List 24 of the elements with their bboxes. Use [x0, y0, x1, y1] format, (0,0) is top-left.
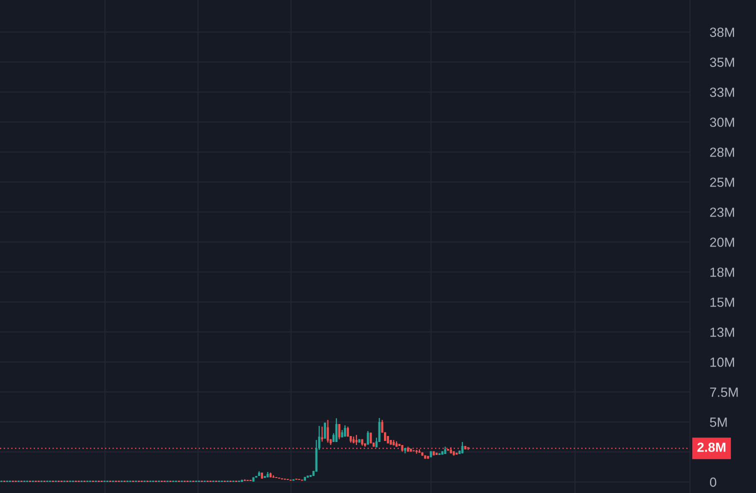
y-tick-label: 20M — [710, 238, 734, 247]
y-tick-label: 28M — [710, 148, 734, 157]
ref-line-label: 2.8M — [697, 442, 726, 452]
y-tick-label: 5M — [710, 418, 727, 427]
y-tick-label: 10M — [710, 358, 734, 367]
y-tick-label: 23M — [710, 208, 734, 217]
y-tick-label: 0 — [710, 478, 716, 487]
y-tick-label: 13M — [710, 328, 734, 337]
y-tick-label: 15M — [710, 298, 734, 307]
candlestick — [366, 430, 369, 446]
candlestick — [461, 441, 464, 454]
candlestick — [324, 422, 326, 440]
candlestick — [335, 418, 338, 443]
candlestick — [338, 423, 340, 440]
candlestick — [370, 432, 372, 444]
y-tick-label: 38M — [710, 28, 734, 37]
y-tick-label: 25M — [710, 178, 734, 187]
y-tick-label: 30M — [710, 118, 734, 127]
y-tick-label: 7.5M — [710, 388, 738, 397]
y-tick-label: 33M — [710, 88, 734, 97]
y-tick-label: 35M — [710, 58, 734, 67]
candlestick — [381, 419, 384, 434]
candlestick — [326, 419, 329, 444]
y-tick-label: 18M — [710, 268, 734, 277]
